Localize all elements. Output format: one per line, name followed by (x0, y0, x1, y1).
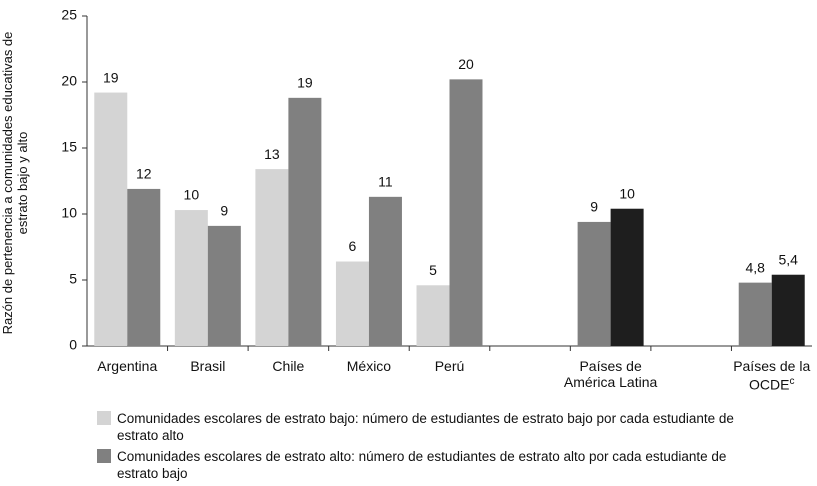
bar (288, 97, 322, 346)
y-tick-label: 15 (61, 139, 77, 155)
y-tick-label: 5 (69, 271, 77, 287)
y-axis-label: Razón de pertenencia a comunidades educa… (0, 31, 30, 335)
value-label: 6 (349, 238, 357, 254)
legend-text: Comunidades escolares de estrato alto: n… (117, 449, 727, 481)
value-label: 11 (378, 174, 393, 190)
x-tick-label-text: Perú (434, 358, 465, 374)
bar (127, 188, 161, 346)
bar (368, 196, 402, 346)
x-tick-label-text: Países de América Latina (563, 358, 658, 390)
value-label: 4,8 (745, 259, 765, 275)
legend-item: Comunidades escolares de estrato bajo: n… (97, 410, 757, 444)
legend-item: Comunidades escolares de estrato alto: n… (97, 448, 757, 482)
value-label: 20 (458, 56, 474, 72)
y-tick-label: 20 (61, 73, 77, 89)
legend-swatch (97, 411, 111, 425)
x-tick-label-sup: c (789, 376, 795, 387)
x-tick-label-text: Argentina (97, 358, 158, 374)
x-tick-label: Chile (233, 358, 343, 374)
bar (738, 282, 772, 346)
value-label: 19 (103, 69, 119, 85)
bar (174, 210, 208, 346)
x-tick-label-text: Países de la OCDE (733, 358, 811, 393)
bar (449, 79, 483, 347)
x-tick-label: México (314, 358, 424, 374)
x-tick-label-text: México (346, 358, 392, 374)
value-label: 19 (297, 75, 313, 91)
value-label: 9 (220, 203, 228, 219)
y-tick-label: 10 (61, 205, 77, 221)
x-tick-label-text: Brasil (190, 358, 226, 374)
bar (335, 261, 369, 346)
bar (207, 225, 241, 346)
x-tick-label-text: Chile (272, 358, 305, 374)
bar (771, 274, 805, 346)
value-label: 9 (590, 199, 598, 215)
x-tick-label: Perú (395, 358, 505, 374)
x-tick-label: Países de América Latina (556, 358, 666, 390)
bar (416, 285, 450, 346)
bar (94, 92, 128, 346)
value-label: 13 (264, 146, 280, 162)
y-tick-label: 0 (69, 337, 77, 353)
legend-swatch (97, 449, 111, 463)
y-tick-label: 25 (61, 7, 77, 23)
value-label: 5,4 (778, 251, 798, 267)
legend-text: Comunidades escolares de estrato bajo: n… (117, 411, 734, 443)
x-tick-label: Brasil (153, 358, 263, 374)
bar (577, 221, 611, 346)
x-tick-label: Países de la OCDEc (717, 358, 817, 393)
bar (255, 169, 289, 346)
x-tick-label: Argentina (72, 358, 182, 374)
bar (610, 208, 644, 346)
value-label: 10 (184, 187, 200, 203)
value-label: 5 (429, 262, 437, 278)
value-label: 12 (136, 166, 152, 182)
value-label: 10 (619, 185, 635, 201)
